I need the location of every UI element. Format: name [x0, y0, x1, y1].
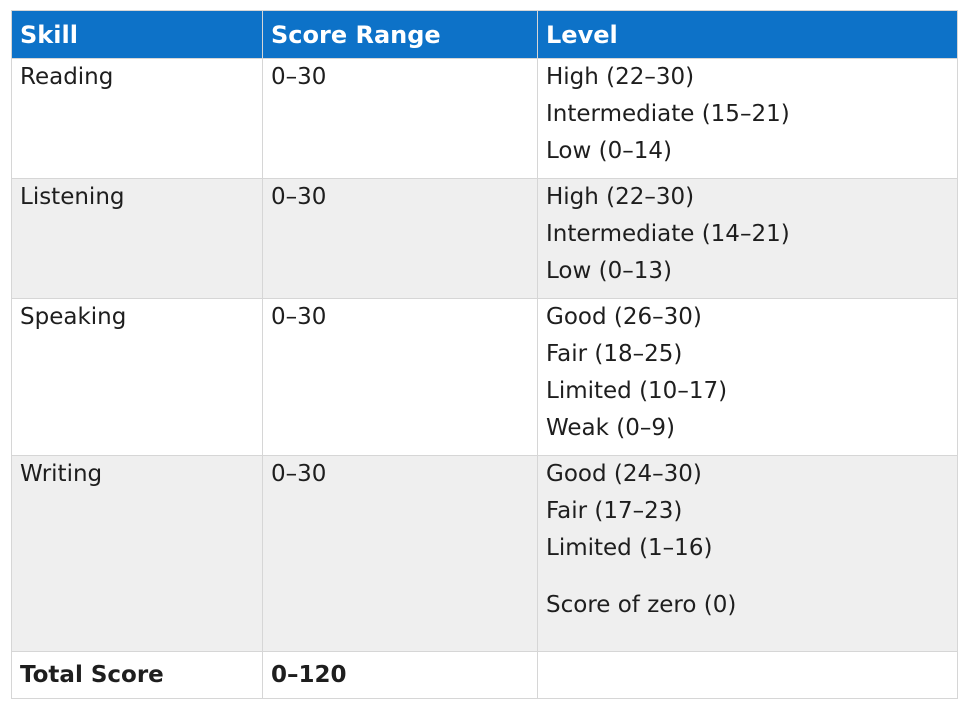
level-cell: Good (24–30) Fair (17–23) Limited (1–16)…: [537, 455, 958, 652]
header-row: Skill Score Range Level: [11, 10, 958, 59]
range-value: 0–30: [271, 461, 327, 487]
level-item: Good (26–30): [546, 304, 702, 330]
level-item: Limited (1–16): [546, 535, 713, 561]
skill-cell: Reading: [11, 58, 263, 179]
skill-label: Listening: [20, 184, 125, 210]
table-row: Writing 0–30 Good (24–30) Fair (17–23) L…: [11, 455, 958, 652]
skill-label: Reading: [20, 64, 114, 90]
level-item: Score of zero (0): [546, 592, 737, 618]
header-score-range: Score Range: [262, 10, 538, 59]
range-cell: 0–30: [262, 298, 538, 456]
level-item: Limited (10–17): [546, 378, 728, 404]
header-skill: Skill: [11, 10, 263, 59]
table-row: Reading 0–30 High (22–30) Intermediate (…: [11, 58, 958, 179]
total-row: Total Score 0–120: [11, 651, 958, 699]
skill-cell: Listening: [11, 178, 263, 299]
level-item: High (22–30): [546, 64, 695, 90]
range-cell: 0–30: [262, 58, 538, 179]
range-value: 0–30: [271, 64, 327, 90]
level-item: Intermediate (14–21): [546, 221, 790, 247]
skill-label: Speaking: [20, 304, 127, 330]
level-item: Low (0–13): [546, 258, 672, 284]
level-item: High (22–30): [546, 184, 695, 210]
range-cell: 0–30: [262, 178, 538, 299]
table-row: Speaking 0–30 Good (26–30) Fair (18–25) …: [11, 298, 958, 456]
skill-label: Writing: [20, 461, 103, 487]
level-item: Fair (17–23): [546, 498, 683, 524]
range-value: 0–30: [271, 184, 327, 210]
level-cell: High (22–30) Intermediate (14–21) Low (0…: [537, 178, 958, 299]
range-cell: 0–30: [262, 455, 538, 652]
range-value: 0–30: [271, 304, 327, 330]
total-range: 0–120: [262, 651, 538, 699]
header-level: Level: [537, 10, 958, 59]
table-row: Listening 0–30 High (22–30) Intermediate…: [11, 178, 958, 299]
level-cell: High (22–30) Intermediate (15–21) Low (0…: [537, 58, 958, 179]
level-item: Good (24–30): [546, 461, 702, 487]
score-table: Skill Score Range Level Reading 0–30 Hig…: [11, 10, 958, 699]
level-item: Weak (0–9): [546, 415, 675, 441]
total-label: Total Score: [11, 651, 263, 699]
total-level: [537, 651, 958, 699]
level-cell: Good (26–30) Fair (18–25) Limited (10–17…: [537, 298, 958, 456]
skill-cell: Speaking: [11, 298, 263, 456]
level-item: Fair (18–25): [546, 341, 683, 367]
level-item: Intermediate (15–21): [546, 101, 790, 127]
skill-cell: Writing: [11, 455, 263, 652]
level-item: Low (0–14): [546, 138, 672, 164]
